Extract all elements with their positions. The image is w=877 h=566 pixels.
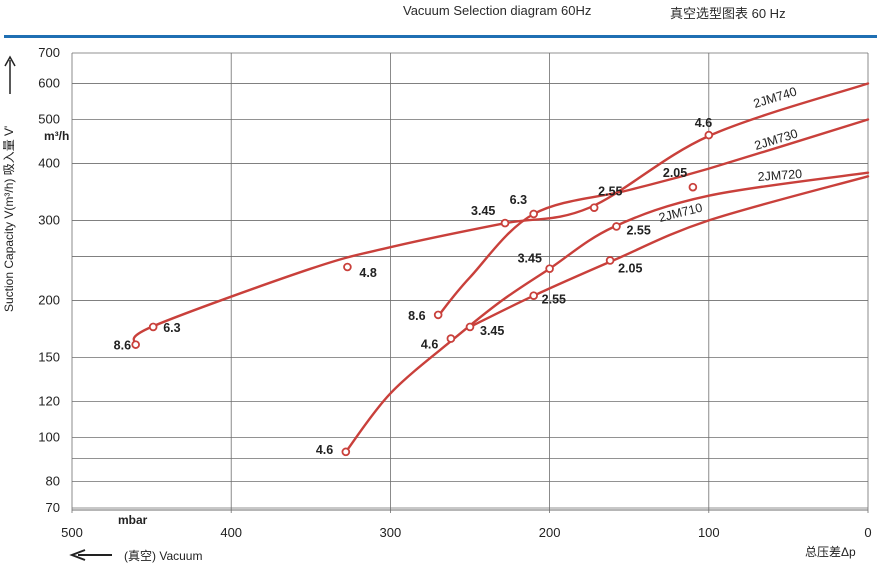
point-label: 2.55 (542, 293, 566, 307)
x-arrow-icon (69, 549, 112, 561)
point-label: 3.45 (480, 324, 504, 338)
y-tick-label: 600 (38, 75, 60, 90)
chart-title-en: Vacuum Selection diagram 60Hz (403, 3, 592, 18)
point-label: 3.45 (518, 252, 542, 266)
marker-point (465, 322, 475, 332)
marker-point (529, 209, 538, 219)
y-tick-label: 150 (38, 349, 60, 364)
point-label: 8.6 (114, 339, 131, 353)
marker-point (131, 340, 140, 349)
x-right-label: 总压差Δp (805, 545, 856, 559)
series-label-2jm720: 2JM720 (757, 167, 802, 184)
grid (71, 52, 869, 513)
marker-point (148, 322, 158, 332)
curve-2jm720 (344, 171, 870, 454)
x-tick-label: 200 (539, 525, 561, 540)
y-unit-label: m³/h (44, 129, 69, 143)
curve-2jm710 (468, 175, 870, 329)
y-tick-label: 700 (38, 45, 60, 60)
point-label: 6.3 (163, 321, 180, 335)
header-rule (4, 35, 877, 38)
series-label-2jm710: 2JM710 (657, 201, 704, 225)
point-label: 2.55 (598, 185, 622, 199)
y-tick-label: 100 (38, 430, 60, 445)
y-tick-label: 120 (38, 393, 60, 408)
marker-point (529, 291, 538, 300)
chart-title-cn: 真空选型图表 60 Hz (670, 6, 786, 21)
y-tick-label: 400 (38, 156, 60, 171)
marker-point (500, 218, 510, 228)
x-tick-label: 100 (698, 525, 720, 540)
point-label: 4.8 (359, 266, 376, 280)
markers (131, 130, 714, 457)
marker-point (341, 447, 351, 457)
marker-point (605, 256, 615, 265)
point-label: 4.6 (316, 443, 333, 457)
y-tick-label: 500 (38, 111, 60, 126)
y-tick-label: 200 (38, 293, 60, 308)
curve-2jm730 (437, 118, 870, 318)
x-direction-label: (真空) Vacuum (124, 549, 202, 563)
point-label: 2.55 (626, 223, 650, 237)
marker-point (446, 334, 456, 343)
x-tick-label: 400 (220, 525, 242, 540)
y-axis-label: Suction Capacity V(m³/h) 吸入量 V' (2, 126, 16, 312)
x-tick-label: 300 (380, 525, 402, 540)
y-tick-label: 300 (38, 212, 60, 227)
y-tick-label: 80 (46, 474, 60, 489)
marker-point (343, 262, 352, 272)
marker-point (589, 203, 599, 212)
marker-point (433, 310, 443, 320)
marker-point (612, 222, 621, 231)
point-label: 6.3 (510, 193, 527, 207)
x-tick-label: 500 (61, 525, 83, 540)
point-label: 2.05 (663, 166, 687, 180)
y-tick-label: 70 (46, 500, 60, 515)
x-unit-label: mbar (118, 513, 148, 527)
y-arrow-icon (4, 55, 16, 94)
marker-point (545, 264, 554, 273)
point-label: 4.6 (695, 116, 712, 130)
marker-point (704, 130, 714, 140)
point-label: 8.6 (408, 309, 425, 323)
x-tick-label: 0 (864, 525, 871, 540)
point-label: 3.45 (471, 204, 495, 218)
axes: 70 80 100 120 150 200 300 400 500 600 700 500 400 300… (2, 45, 872, 563)
point-label: 2.05 (618, 261, 642, 275)
marker-point (688, 182, 698, 192)
curve-2jm740 (132, 82, 870, 346)
point-label: 4.6 (421, 338, 438, 352)
